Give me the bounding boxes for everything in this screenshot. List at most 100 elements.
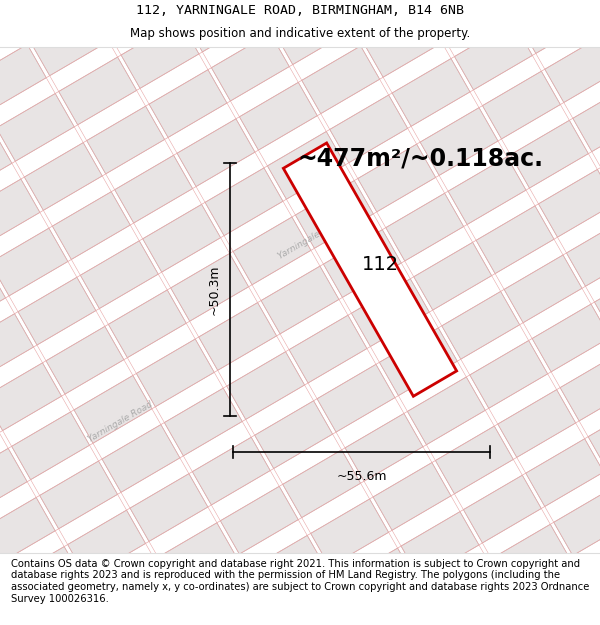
Polygon shape: [0, 448, 27, 516]
Polygon shape: [373, 462, 451, 530]
Polygon shape: [295, 181, 373, 248]
Polygon shape: [11, 412, 89, 479]
Polygon shape: [582, 537, 600, 605]
Polygon shape: [205, 168, 283, 236]
Polygon shape: [429, 561, 507, 625]
Polygon shape: [323, 229, 401, 298]
Polygon shape: [401, 512, 479, 579]
Polygon shape: [352, 279, 429, 346]
Text: ~50.3m: ~50.3m: [208, 264, 221, 315]
Polygon shape: [538, 169, 600, 237]
Polygon shape: [220, 486, 298, 554]
Polygon shape: [0, 363, 62, 431]
Polygon shape: [0, 498, 55, 565]
Polygon shape: [0, 0, 18, 63]
Polygon shape: [33, 596, 111, 625]
Polygon shape: [317, 364, 395, 432]
Polygon shape: [289, 315, 367, 383]
Polygon shape: [68, 510, 146, 578]
Polygon shape: [248, 536, 326, 603]
Text: Map shows position and indicative extent of the property.: Map shows position and indicative extent…: [130, 28, 470, 40]
Polygon shape: [448, 157, 526, 224]
Polygon shape: [0, 94, 74, 161]
Polygon shape: [504, 255, 582, 322]
Polygon shape: [199, 302, 277, 371]
Polygon shape: [115, 155, 193, 223]
Polygon shape: [74, 376, 152, 443]
Polygon shape: [442, 291, 520, 359]
Polygon shape: [0, 314, 34, 381]
Polygon shape: [177, 119, 255, 186]
Polygon shape: [52, 192, 130, 259]
Polygon shape: [588, 402, 600, 470]
Polygon shape: [407, 377, 485, 445]
Polygon shape: [520, 573, 597, 625]
Polygon shape: [345, 414, 423, 481]
Polygon shape: [239, 82, 317, 150]
Text: Yarningale Road: Yarningale Road: [86, 399, 154, 444]
Polygon shape: [155, 0, 233, 2]
Polygon shape: [3, 0, 80, 27]
Polygon shape: [339, 548, 416, 616]
Polygon shape: [233, 217, 311, 285]
Polygon shape: [545, 35, 600, 103]
Polygon shape: [379, 328, 457, 396]
Polygon shape: [457, 610, 535, 625]
Polygon shape: [149, 70, 227, 138]
Text: ~477m²/~0.118ac.: ~477m²/~0.118ac.: [297, 146, 543, 170]
Polygon shape: [124, 608, 202, 625]
Polygon shape: [136, 339, 214, 407]
Polygon shape: [40, 461, 118, 529]
Polygon shape: [283, 143, 457, 396]
Polygon shape: [491, 524, 569, 592]
Polygon shape: [95, 559, 173, 625]
Polygon shape: [227, 352, 305, 419]
Polygon shape: [0, 44, 46, 112]
Polygon shape: [560, 353, 600, 421]
Text: Contains OS data © Crown copyright and database right 2021. This information is : Contains OS data © Crown copyright and d…: [11, 559, 589, 604]
Polygon shape: [489, 0, 567, 4]
Text: ~55.6m: ~55.6m: [336, 470, 387, 483]
Polygon shape: [427, 0, 505, 41]
Polygon shape: [31, 8, 109, 76]
Polygon shape: [0, 130, 12, 198]
Polygon shape: [130, 474, 208, 541]
Polygon shape: [283, 450, 361, 518]
Polygon shape: [470, 341, 548, 408]
Polygon shape: [436, 426, 513, 494]
Polygon shape: [0, 228, 68, 296]
Polygon shape: [277, 584, 354, 625]
Text: Yarningale Road: Yarningale Road: [276, 217, 344, 261]
Polygon shape: [595, 268, 600, 336]
Polygon shape: [184, 0, 261, 52]
Polygon shape: [511, 121, 589, 188]
Polygon shape: [211, 33, 289, 101]
Text: 112, YARNINGALE ROAD, BIRMINGHAM, B14 6NB: 112, YARNINGALE ROAD, BIRMINGHAM, B14 6N…: [136, 4, 464, 17]
Polygon shape: [59, 57, 137, 125]
Polygon shape: [482, 71, 560, 139]
Polygon shape: [5, 547, 83, 614]
Polygon shape: [80, 241, 158, 309]
Polygon shape: [158, 522, 236, 591]
Polygon shape: [367, 598, 445, 625]
Polygon shape: [46, 326, 124, 394]
Polygon shape: [164, 388, 242, 456]
Polygon shape: [420, 107, 498, 176]
Polygon shape: [87, 106, 164, 174]
Polygon shape: [102, 424, 180, 493]
Polygon shape: [268, 131, 345, 199]
Polygon shape: [364, 9, 442, 78]
Polygon shape: [532, 304, 600, 372]
Polygon shape: [121, 21, 199, 88]
Polygon shape: [0, 179, 40, 247]
Polygon shape: [18, 278, 96, 345]
Polygon shape: [414, 242, 491, 310]
Polygon shape: [330, 95, 407, 162]
Polygon shape: [498, 389, 575, 458]
Polygon shape: [566, 219, 600, 286]
Polygon shape: [0, 264, 5, 332]
Polygon shape: [186, 572, 264, 625]
Polygon shape: [0, 583, 21, 625]
Polygon shape: [246, 0, 323, 16]
Polygon shape: [554, 488, 600, 556]
